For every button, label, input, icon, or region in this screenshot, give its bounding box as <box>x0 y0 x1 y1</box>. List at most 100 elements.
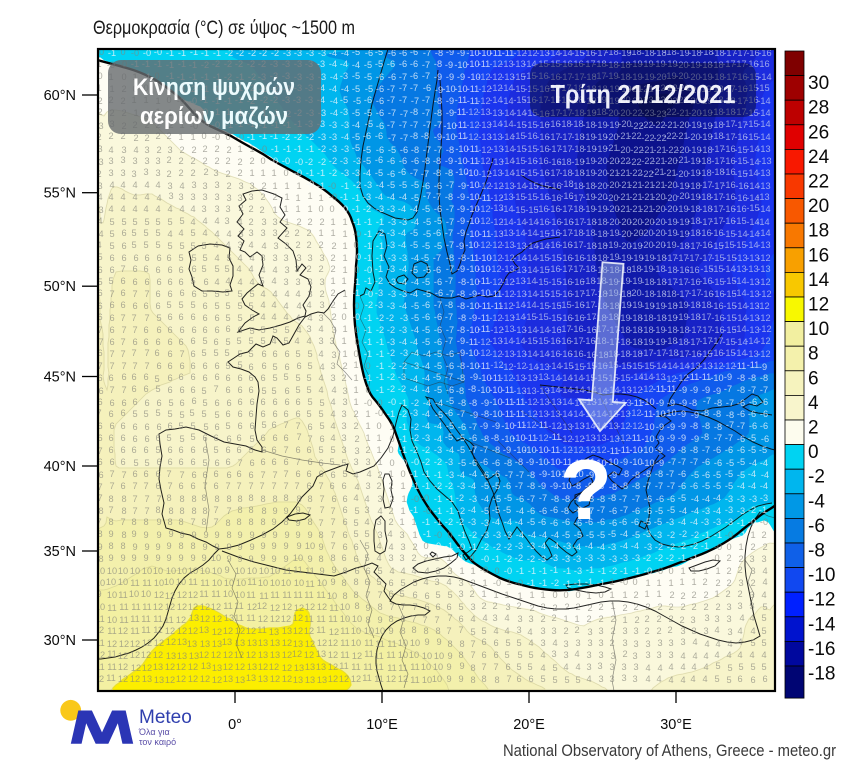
svg-text:-14: -14 <box>547 373 560 383</box>
svg-text:-9: -9 <box>445 60 453 70</box>
svg-text:-16: -16 <box>571 300 584 310</box>
svg-text:-19: -19 <box>641 253 654 263</box>
svg-text:-17: -17 <box>699 253 712 263</box>
svg-text:3: 3 <box>260 253 265 263</box>
svg-text:5: 5 <box>202 289 207 299</box>
svg-text:-18: -18 <box>594 301 607 311</box>
svg-text:-15: -15 <box>536 229 549 239</box>
svg-text:-17: -17 <box>559 132 572 142</box>
svg-text:-16: -16 <box>722 167 735 177</box>
svg-text:3: 3 <box>749 601 754 611</box>
svg-text:-0: -0 <box>644 566 652 576</box>
svg-text:12: 12 <box>235 662 245 672</box>
svg-text:5: 5 <box>377 566 382 576</box>
svg-text:2: 2 <box>622 649 627 659</box>
svg-text:-7: -7 <box>480 445 488 455</box>
svg-text:-4: -4 <box>422 361 430 371</box>
svg-text:7: 7 <box>167 481 172 491</box>
svg-text:6: 6 <box>155 469 160 479</box>
svg-text:3: 3 <box>622 626 627 636</box>
svg-text:-2: -2 <box>365 300 373 310</box>
svg-text:6: 6 <box>214 313 219 323</box>
svg-text:7: 7 <box>156 494 161 504</box>
svg-text:-12: -12 <box>489 83 502 93</box>
svg-text:1: 1 <box>446 553 451 563</box>
svg-text:-6: -6 <box>400 145 408 155</box>
svg-text:-15: -15 <box>525 181 538 191</box>
svg-text:-22: -22 <box>629 168 642 178</box>
svg-text:-12: -12 <box>500 373 513 383</box>
svg-text:-3: -3 <box>609 554 617 564</box>
svg-text:13: 13 <box>212 663 222 673</box>
svg-text:6: 6 <box>424 591 429 601</box>
svg-text:-0: -0 <box>714 542 722 552</box>
svg-text:5: 5 <box>272 373 277 383</box>
svg-text:-0: -0 <box>212 132 220 142</box>
svg-text:9: 9 <box>155 542 160 552</box>
svg-text:10: 10 <box>177 566 187 576</box>
svg-text:6: 6 <box>295 397 300 407</box>
svg-text:-0: -0 <box>421 493 429 503</box>
svg-text:6: 6 <box>225 385 230 395</box>
svg-text:12: 12 <box>305 639 315 649</box>
svg-text:-8: -8 <box>435 48 443 58</box>
svg-text:4: 4 <box>120 192 125 202</box>
svg-text:9: 9 <box>295 505 300 515</box>
svg-text:5: 5 <box>272 325 277 335</box>
svg-text:4: 4 <box>190 204 195 214</box>
svg-text:-8: -8 <box>714 422 722 432</box>
svg-text:-9: -9 <box>538 481 546 491</box>
svg-text:13: 13 <box>189 651 199 661</box>
svg-text:-7: -7 <box>539 493 547 503</box>
svg-text:-7: -7 <box>632 494 640 504</box>
svg-text:-19: -19 <box>606 228 619 238</box>
svg-text:5: 5 <box>190 276 195 286</box>
svg-text:-16: -16 <box>559 253 572 263</box>
svg-text:13: 13 <box>142 674 152 684</box>
svg-text:-6: -6 <box>644 506 652 516</box>
svg-text:-18: -18 <box>583 241 596 251</box>
svg-text:5: 5 <box>750 638 755 648</box>
svg-text:6: 6 <box>213 337 218 347</box>
svg-text:-11: -11 <box>502 48 515 58</box>
svg-text:4: 4 <box>330 397 335 407</box>
svg-text:-16: -16 <box>686 265 699 275</box>
svg-text:5: 5 <box>283 336 288 346</box>
svg-text:-1: -1 <box>376 337 384 347</box>
svg-text:-10: -10 <box>478 373 491 383</box>
svg-text:-10: -10 <box>477 288 490 298</box>
svg-text:7: 7 <box>132 289 137 299</box>
svg-text:-13: -13 <box>605 421 618 431</box>
svg-text:-18: -18 <box>675 337 688 347</box>
svg-text:-17: -17 <box>559 144 572 154</box>
svg-text:-18: -18 <box>808 664 835 685</box>
svg-text:-6: -6 <box>445 408 453 418</box>
svg-text:-9: -9 <box>457 228 465 238</box>
svg-text:-15: -15 <box>535 59 548 69</box>
svg-text:-10: -10 <box>466 325 479 335</box>
svg-text:5: 5 <box>307 349 312 359</box>
svg-text:-17: -17 <box>723 48 736 58</box>
svg-text:-10: -10 <box>629 445 642 455</box>
svg-text:7: 7 <box>226 506 231 516</box>
svg-text:12: 12 <box>188 662 198 672</box>
svg-text:-4: -4 <box>528 530 536 540</box>
svg-text:5: 5 <box>225 361 230 371</box>
svg-text:-11: -11 <box>734 361 747 371</box>
svg-text:-7: -7 <box>724 384 732 394</box>
svg-text:-13: -13 <box>593 433 606 443</box>
svg-text:12: 12 <box>223 662 233 672</box>
svg-text:7: 7 <box>120 337 125 347</box>
svg-text:-15: -15 <box>512 192 525 202</box>
svg-text:-18: -18 <box>663 47 676 57</box>
svg-text:-0: -0 <box>306 179 314 189</box>
svg-text:4: 4 <box>260 312 265 322</box>
svg-text:-20: -20 <box>675 60 688 70</box>
svg-text:-14: -14 <box>524 289 537 299</box>
svg-text:8: 8 <box>365 615 370 625</box>
svg-text:-16: -16 <box>536 168 549 178</box>
svg-text:3: 3 <box>598 626 603 636</box>
svg-text:5: 5 <box>201 348 206 358</box>
svg-text:8: 8 <box>143 517 148 527</box>
svg-text:6: 6 <box>97 348 102 358</box>
